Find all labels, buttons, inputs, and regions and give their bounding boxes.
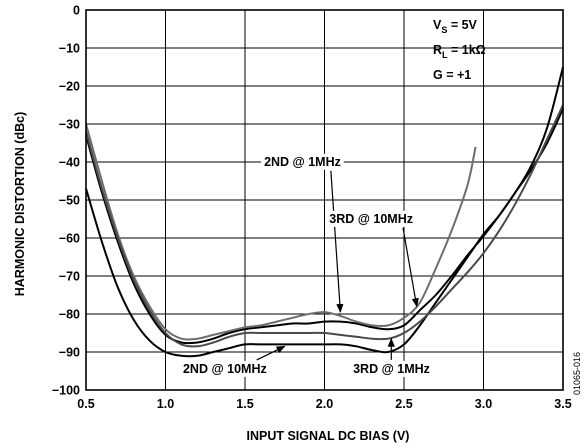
series-line-2nd-1mhz: [85, 66, 564, 345]
figure-id: 01065-016: [572, 352, 582, 395]
y-tick-label: −50: [59, 194, 80, 208]
gain-label: G = +1: [433, 68, 471, 82]
annotation-label: 3RD @ 10MHz: [329, 212, 413, 226]
y-tick-label: −20: [59, 80, 80, 94]
x-tick-label: 0.5: [77, 397, 94, 411]
x-tick-labels: 0.5 1.0 1.5 2.0 2.5 3.0 3.5: [77, 397, 571, 411]
annotation-label: 2ND @ 1MHz: [264, 155, 341, 169]
y-axis-title: HARMONIC DISTORTION (dBc): [13, 112, 27, 297]
plot-frame: [85, 9, 564, 391]
y-tick-label: −60: [59, 232, 80, 246]
y-tick-label: −10: [59, 42, 80, 56]
y-tick-label: −90: [59, 346, 80, 360]
x-tick-label: 1.0: [157, 397, 174, 411]
series-line-3rd-1mhz: [85, 104, 564, 348]
supply-voltage-label: VS = 5V: [433, 18, 478, 35]
y-tick-label: −100: [52, 384, 80, 398]
y-tick-labels: 0 −10 −20 −30 −40 −50 −60 −70 −80 −90 −100: [52, 4, 80, 398]
annotation-bg: [261, 153, 344, 170]
x-tick-label: 2.0: [316, 397, 333, 411]
annotation-bg: [326, 210, 417, 227]
series-line-2nd-10mhz: [85, 108, 564, 358]
y-tick-label: −40: [59, 156, 80, 170]
y-tick-label: −70: [59, 270, 80, 284]
load-resistance-label: RL = 1kΩ: [433, 43, 486, 60]
annotation-bg: [350, 360, 433, 377]
y-tick-label: −80: [59, 308, 80, 322]
annotation-arrow: [402, 227, 419, 308]
annotation-arrows: [256, 170, 419, 361]
x-tick-label: 3.5: [554, 397, 571, 411]
annotation-bg: [179, 360, 270, 377]
test-conditions: VS = 5V RL = 1kΩ G = +1: [433, 18, 486, 82]
series-curves: [85, 66, 564, 358]
x-tick-label: 1.5: [236, 397, 253, 411]
annotation-arrow: [256, 345, 286, 361]
x-tick-label: 3.0: [475, 397, 492, 411]
x-axis-title: INPUT SIGNAL DC BIAS (V): [247, 429, 410, 443]
grid: [86, 10, 563, 390]
y-tick-label: −30: [59, 118, 80, 132]
y-tick-label: 0: [73, 4, 80, 18]
annotation-label: 2ND @ 10MHz: [183, 362, 267, 376]
x-tick-label: 2.5: [395, 397, 412, 411]
annotation-arrow: [330, 170, 344, 313]
series-annotations: 2ND @ 1MHz 3RD @ 10MHz 2ND @ 10MHz 3RD @ 1M…: [179, 153, 433, 377]
annotation-label: 3RD @ 1MHz: [353, 362, 430, 376]
